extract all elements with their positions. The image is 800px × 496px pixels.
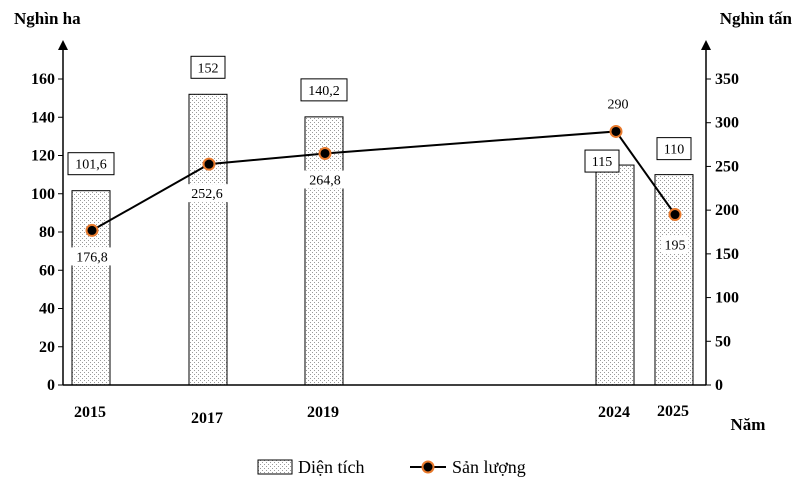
x-tick-label-2015: 2015 <box>74 404 106 421</box>
line-label-2024: 290 <box>608 97 629 112</box>
bar-label-2017: 152 <box>198 61 219 76</box>
y-right-tick-label: 200 <box>715 202 739 219</box>
line-label-bg-2025 <box>661 235 689 254</box>
bar-label-box-2025 <box>656 137 692 161</box>
legend-label-bar: Diện tích <box>298 457 364 477</box>
bar-2017 <box>188 93 228 386</box>
bar-label-2025: 110 <box>664 143 684 158</box>
y-left-tick-label: 0 <box>47 377 55 394</box>
x-tick-label-2025: 2025 <box>657 403 689 420</box>
line-label-bg-2015 <box>71 247 113 266</box>
y-left-tick-label: 160 <box>31 71 55 88</box>
y-left-tick-label: 120 <box>31 148 55 165</box>
legend-label-line: Sản lượng <box>452 457 526 477</box>
legend-swatch-bar <box>257 459 293 475</box>
x-axis-title: Năm <box>731 415 766 434</box>
y-right-tick-label: 50 <box>715 333 731 350</box>
y-right-tick-label: 300 <box>715 115 739 132</box>
line-point-2017 <box>202 157 216 171</box>
y-right-tick-label: 350 <box>715 71 739 88</box>
legend: Diện tích Sản lượng <box>257 457 526 477</box>
line-series-san-luong <box>91 130 676 232</box>
bar-2025 <box>654 174 694 386</box>
bar-label-box-2019 <box>300 78 348 102</box>
y-left-tick-label: 140 <box>31 109 55 126</box>
y-right-tick-label: 100 <box>715 290 739 307</box>
line-label-2025: 195 <box>665 239 686 254</box>
y-right-tick-label: 250 <box>715 158 739 175</box>
line-label-bg-2017 <box>186 184 228 203</box>
bar-label-box-2024 <box>584 149 620 173</box>
bar-label-2015: 101,6 <box>75 158 107 173</box>
line-point-2015 <box>85 223 99 237</box>
y-right-tick-label: 150 <box>715 246 739 263</box>
bar-label-box-2017 <box>190 55 226 79</box>
line-point-2019 <box>318 146 332 160</box>
y-left-tick-label: 20 <box>39 339 55 356</box>
x-tick-label-2017: 2017 <box>191 410 223 427</box>
y-left-axis-arrow <box>58 40 68 50</box>
line-label-2015: 176,8 <box>76 250 108 265</box>
y-left-tick-label: 60 <box>39 262 55 279</box>
y-left-tick-label: 40 <box>39 301 55 318</box>
y-left-tick-label: 80 <box>39 224 55 241</box>
bar-label-box-2015 <box>67 152 115 176</box>
line-point-2025 <box>668 208 682 222</box>
line-label-2019: 264,8 <box>309 173 341 188</box>
x-tick-label-2019: 2019 <box>307 404 339 421</box>
bar-2019 <box>304 116 344 386</box>
x-tick-label-2024: 2024 <box>598 404 630 421</box>
y-left-axis-title: Nghìn ha <box>14 9 81 28</box>
bar-2015 <box>71 190 111 386</box>
y-right-axis-arrow <box>701 40 711 50</box>
y-right-axis-title: Nghìn tấn <box>720 9 793 28</box>
y-left-tick-label: 100 <box>31 186 55 203</box>
line-label-2017: 252,6 <box>191 187 223 202</box>
line-label-bg-2024 <box>604 94 632 113</box>
line-label-bg-2019 <box>304 170 346 189</box>
bar-label-2024: 115 <box>592 155 612 170</box>
bar-2024 <box>595 164 635 386</box>
y-right-tick-label: 0 <box>715 377 723 394</box>
bar-label-2019: 140,2 <box>308 84 340 99</box>
line-point-2024 <box>609 124 623 138</box>
legend-swatch-marker <box>421 460 435 474</box>
